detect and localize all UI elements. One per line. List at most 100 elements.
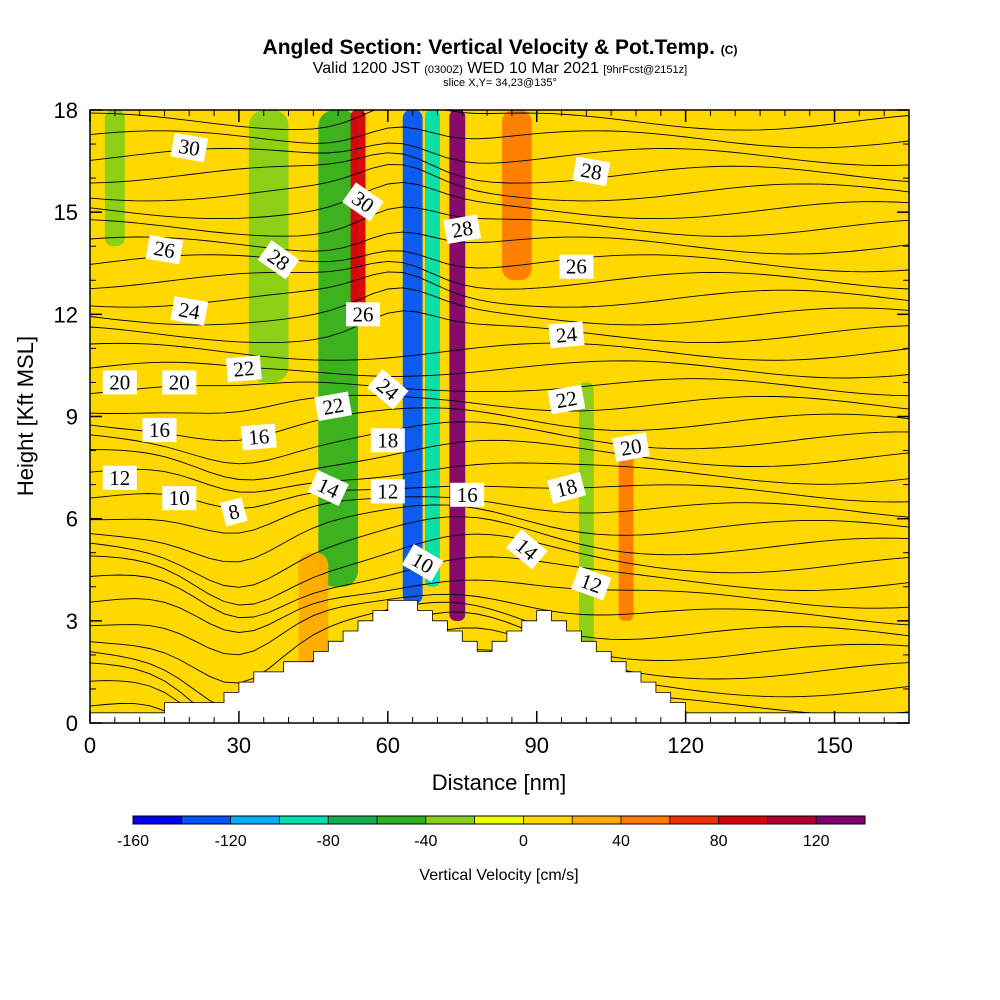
y-tick-label: 3	[66, 609, 78, 634]
terrain-mask	[90, 600, 909, 723]
theta-contour-29	[90, 164, 909, 202]
x-axis-title: Distance [nm]	[432, 770, 567, 795]
theta-contour-19	[90, 360, 909, 379]
title-unit: (C)	[720, 43, 738, 57]
theta-contour-14	[90, 439, 909, 481]
x-tick-label: 30	[227, 733, 251, 758]
contour-label-box	[314, 391, 353, 422]
contour-label-text: 20	[169, 370, 190, 394]
contour-label-box	[450, 482, 485, 507]
contour-label-box	[342, 182, 384, 222]
velocity-band-12	[809, 620, 860, 723]
contour-label-box	[257, 240, 300, 280]
theta-contour-9	[90, 516, 909, 588]
velocity-field	[90, 110, 909, 723]
theta-contour-31	[90, 142, 909, 166]
velocity-band-1	[425, 110, 440, 587]
theta-contour-23	[90, 271, 909, 308]
colorbar-tick-label: 40	[612, 833, 630, 850]
y-tick-label: 6	[66, 507, 78, 532]
contour-label-box	[443, 214, 482, 244]
theta-contour-25	[90, 250, 909, 273]
colorbar-tick-label: 80	[710, 833, 728, 850]
contour-label-16: 16	[142, 418, 177, 443]
theta-contour-2	[90, 627, 909, 723]
theta-contour-6	[90, 579, 909, 633]
contour-label-28: 10	[401, 544, 444, 582]
colorbar: -160 -120 -80 -40 0 40 80 120	[117, 815, 866, 850]
theta-contour-7	[90, 556, 909, 619]
contour-label-box	[559, 254, 594, 279]
contour-label-text: 26	[152, 236, 177, 263]
y-tick-label: 18	[54, 98, 78, 123]
velocity-band-9	[179, 518, 239, 723]
axes: 0 30 60 90 120 150 0 3 6 9 12 15 18	[54, 98, 909, 758]
contour-label-text: 30	[177, 134, 202, 161]
theta-contour-32	[90, 126, 909, 149]
y-tick-label: 15	[54, 200, 78, 225]
y-tick-label: 0	[66, 711, 78, 736]
theta-contour-18	[90, 378, 909, 397]
colorbar-swatch-7	[474, 816, 524, 824]
theta-contour-22	[90, 287, 909, 326]
colorbar-swatch-8	[523, 816, 573, 824]
contour-label-20: 12	[102, 465, 137, 490]
contour-label-6: 26	[559, 254, 594, 279]
colorbar-tick-label: -120	[215, 833, 247, 850]
contour-label-box	[220, 497, 248, 527]
colorbar-swatch-1	[181, 816, 231, 824]
colorbar-swatch-10	[621, 816, 670, 824]
contour-label-text: 16	[149, 418, 170, 442]
contour-label-box	[142, 418, 177, 443]
y-axis-title: Height [Kft MSL]	[13, 336, 38, 496]
contour-label-7: 24	[170, 296, 209, 326]
contour-label-box	[346, 302, 380, 327]
contour-label-box	[145, 234, 184, 265]
contour-label-24: 18	[546, 472, 587, 504]
y-tick-label: 12	[54, 302, 78, 327]
contour-label-15: 22	[547, 384, 586, 415]
contour-label-box	[548, 321, 585, 349]
contour-label-text: 28	[579, 158, 604, 185]
contour-label-text: 12	[377, 479, 398, 503]
contour-label-3: 28	[443, 214, 482, 244]
contour-label-17: 16	[240, 423, 277, 451]
contour-label-box	[240, 423, 277, 451]
contour-label-box	[225, 355, 262, 383]
colorbar-swatch-5	[377, 816, 426, 824]
contour-label-box	[307, 469, 349, 507]
theta-contour-4	[90, 601, 909, 684]
colorbar-swatch-9	[572, 816, 621, 824]
valid-date: WED 10 Mar 2021	[467, 60, 599, 77]
colorbar-title: Vertical Velocity [cm/s]	[419, 867, 578, 884]
contour-label-1: 28	[572, 156, 611, 187]
chart-title: Angled Section: Vertical Velocity & Pot.…	[262, 36, 738, 59]
contour-label-14: 22	[314, 391, 353, 422]
contour-label-box	[571, 566, 612, 601]
velocity-band-2	[318, 110, 359, 587]
contour-label-box	[572, 156, 611, 187]
contour-label-text: 28	[450, 216, 475, 243]
colorbar-tick-label: -80	[317, 833, 340, 850]
contour-label-box	[370, 428, 405, 453]
x-tick-label: 120	[667, 733, 704, 758]
contour-label-text: 16	[457, 483, 478, 507]
contour-label-18: 18	[370, 428, 405, 453]
colorbar-swatch-12	[718, 816, 768, 824]
theta-contour-8	[90, 533, 909, 606]
contour-label-text: 12	[109, 466, 130, 490]
colorbar-swatch-11	[669, 816, 719, 824]
contour-label-box	[506, 529, 548, 570]
contour-label-23: 16	[450, 482, 485, 507]
contour-label-box	[162, 370, 197, 395]
contour-label-22: 12	[370, 479, 405, 504]
theta-contour-20	[90, 342, 909, 361]
contour-label-box	[612, 432, 650, 462]
y-tick-label: 9	[66, 405, 78, 430]
contour-label-text: 26	[353, 302, 374, 326]
theta-contour-24	[90, 260, 909, 290]
velocity-band-13	[859, 416, 890, 519]
valid-utc: (0300Z)	[424, 64, 463, 76]
theta-contour-27	[90, 206, 909, 237]
